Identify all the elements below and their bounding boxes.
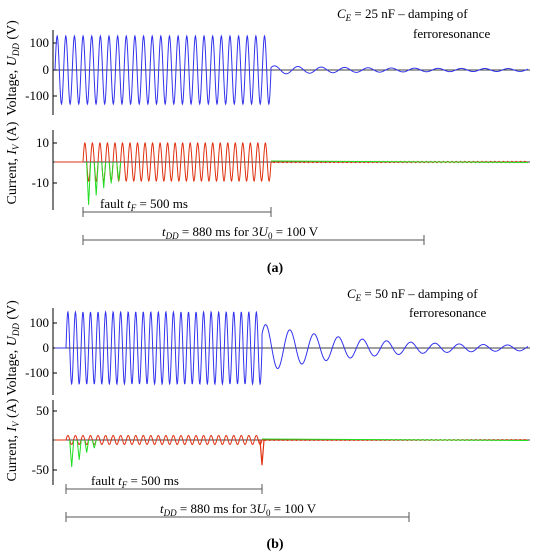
- current-end-spike-b: [259, 439, 265, 466]
- ytick-label: 100: [30, 315, 50, 330]
- annotation-title-b: CE = 50 nF – damping of: [347, 286, 478, 303]
- panel-caption-a: (a): [267, 261, 284, 276]
- current-axis-label-b: Current, IV (A): [5, 398, 21, 481]
- voltage-yaxis-a: 100 0 -100: [25, 30, 57, 115]
- panel-a: Voltage, UDD (V) Current, IV (A) 100 0 -…: [5, 6, 530, 276]
- ytick-label: -100: [25, 88, 49, 103]
- voltage-axis-label-b: Voltage, UDD (V): [5, 300, 21, 396]
- annotation-subtitle-a: ferroresonance: [413, 26, 490, 41]
- ytick-label: 50: [36, 403, 49, 418]
- annotation-title-a: CE = 25 nF – damping of: [337, 6, 468, 23]
- tdd-bracket-b: [65, 512, 410, 522]
- panel-caption-b: (b): [266, 537, 283, 552]
- current-axis-label-a: Current, IV (A): [5, 121, 21, 204]
- ytick-label: -10: [32, 175, 49, 190]
- voltage-trace-b: [55, 310, 529, 386]
- voltage-yaxis-b: 100 0 -100: [25, 308, 57, 395]
- current-trace-green-b: [69, 438, 529, 468]
- fault-label-a: fault tF = 500 ms: [100, 196, 188, 213]
- ytick-label: 10: [36, 135, 49, 150]
- tdd-label-a: tDD = 880 ms for 3U0 = 100 V: [162, 224, 319, 241]
- fault-label-b: fault tF = 500 ms: [91, 473, 179, 490]
- ytick-label: -50: [32, 462, 49, 477]
- ytick-label: 100: [30, 35, 50, 50]
- current-yaxis-a: 10 -10: [32, 130, 57, 210]
- ytick-label: -100: [25, 365, 49, 380]
- voltage-axis-label-a: Voltage, UDD (V): [5, 20, 21, 116]
- ytick-label: 0: [43, 62, 50, 77]
- panel-b: Voltage, UDD (V) Current, IV (A) 100 0 -…: [5, 286, 530, 552]
- fault-bracket-a: [82, 207, 272, 217]
- current-trace-green-a: [86, 160, 529, 205]
- tdd-bracket-a: [82, 235, 425, 245]
- current-yaxis-b: 50 -50: [32, 400, 57, 485]
- annotation-subtitle-b: ferroresonance: [409, 305, 486, 320]
- fault-bracket-b: [65, 484, 263, 494]
- tdd-label-b: tDD = 880 ms for 3U0 = 100 V: [160, 501, 317, 518]
- voltage-trace-a: [54, 34, 529, 106]
- ytick-label: 0: [43, 340, 50, 355]
